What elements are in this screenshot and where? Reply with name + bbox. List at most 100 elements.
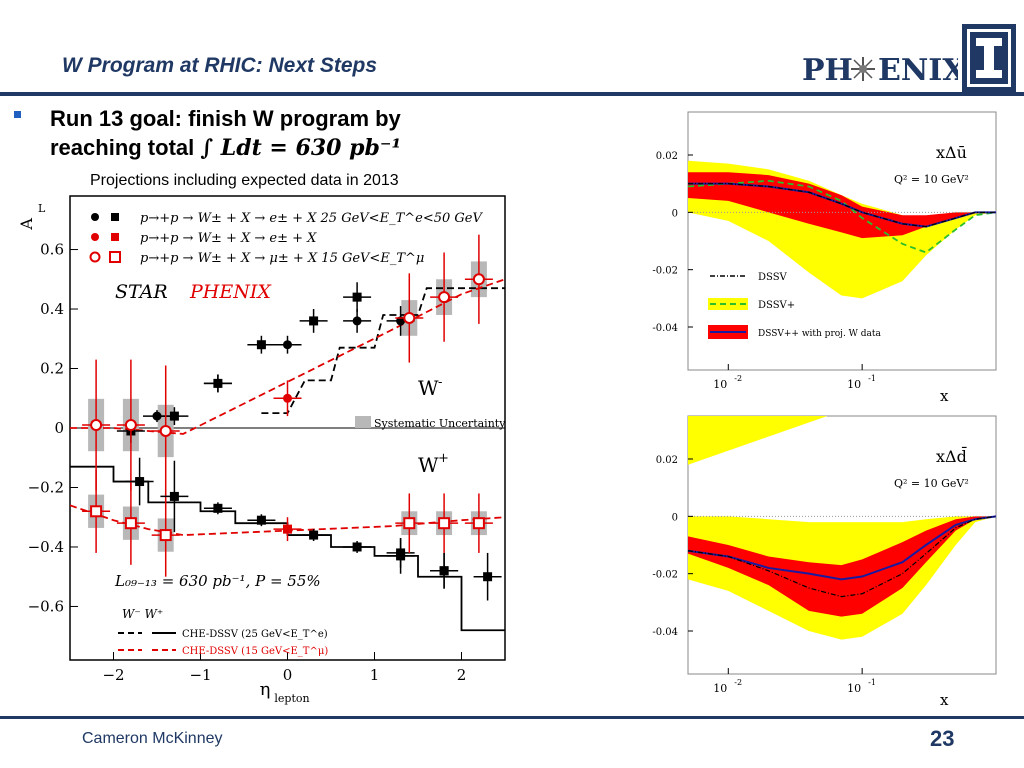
x-axis-label: x (940, 387, 949, 405)
projection-note: Projections including expected data in 2… (90, 172, 399, 189)
legend-marker (111, 233, 119, 241)
y-tick-label: 0 (54, 419, 64, 437)
x-tick-label: 10 (713, 378, 727, 391)
phenix-star-icon (851, 57, 875, 81)
y-tick-label: -0.04 (652, 323, 678, 334)
data-point (472, 517, 485, 530)
xdelta-ubar-chart: 0.02 0 -0.02 -0.04 10 -2 10 -1 x xΔū Q² = 10 GeV² D… (652, 111, 997, 405)
q2-label: Q² = 10 GeV² (894, 477, 969, 490)
x-tick-label: 10 (847, 378, 861, 391)
w-minus-label: W (418, 376, 439, 400)
x-tick-label: 10 (847, 682, 861, 695)
x-axis-label: η (260, 679, 271, 700)
data-point (90, 419, 103, 432)
syst-legend-box (355, 416, 371, 428)
legend-marker (91, 233, 99, 241)
dssv-curve (687, 515, 997, 598)
y-tick-label: 0 (672, 512, 678, 523)
y-axis-label: A (17, 218, 36, 231)
w-plus-label: W (418, 453, 439, 477)
luminosity-formula: ∫ Ldt = 630 pb⁻¹ (200, 135, 402, 161)
x-tick-label: 2 (457, 666, 467, 684)
y-tick-label: 0.4 (40, 300, 64, 318)
x-tick-label: −2 (102, 666, 124, 684)
y-axis-label-sub: L (38, 202, 46, 215)
data-point (135, 477, 145, 487)
legend-entry: p→+p → W± + X → μ± + X 15 GeV<E_T^μ (140, 251, 424, 266)
theory-curve (261, 287, 505, 415)
bullet-icon (14, 111, 21, 118)
q2-label: Q² = 10 GeV² (894, 173, 969, 186)
data-point (396, 551, 406, 561)
data-point (403, 311, 416, 324)
yellow-band-upper (688, 416, 828, 465)
data-point (309, 530, 319, 540)
data-point (438, 291, 451, 304)
y-tick-label: −0.4 (28, 538, 64, 556)
asymmetry-chart: 0.6 0.4 0.2 0 −0.2 −0.4 −0.6 −2 −1 0 1 2 ALη lepton p→… (17, 195, 506, 705)
presenter-name: Cameron McKinney (82, 730, 223, 747)
x-tick-label: −1 (189, 666, 211, 684)
y-tick-label: 0.02 (656, 151, 678, 162)
star-label: STAR (115, 281, 168, 303)
y-tick-label: 0 (672, 208, 678, 219)
phenix-logo: PH ENIX (800, 45, 966, 91)
logo-text-left: PH (802, 53, 853, 88)
legend-marker (111, 213, 119, 221)
data-point (159, 529, 172, 542)
curve-legend-header: W⁻ W⁺ (122, 607, 163, 621)
data-point (256, 515, 266, 525)
footer-divider (0, 716, 1024, 719)
x-axis-label-sub: lepton (274, 692, 309, 705)
bullet-text-line1: Run 13 goal: finish W program by (50, 106, 401, 131)
data-point (309, 316, 319, 326)
x-tick-label: 1 (370, 666, 380, 684)
data-point (352, 292, 362, 302)
slide-title: W Program at RHIC: Next Steps (62, 54, 378, 77)
data-point (169, 491, 179, 501)
data-point (124, 517, 137, 530)
logo-text-right: ENIX (878, 53, 958, 88)
x-tick-exponent: -1 (868, 678, 876, 687)
y-tick-label: −0.6 (28, 597, 64, 615)
luminosity-label: L₀₉₋₁₃ = 630 pb⁻¹, P = 55% (114, 572, 321, 590)
xdelta-dbar-chart: 0.02 0 -0.02 -0.04 10 -2 10 -1 x xΔd̄ Q² = 10 GeV² (652, 415, 997, 709)
legend-entry: p→+p → W± + X → e± + X 25 GeV<E_T^e<50 G… (140, 211, 483, 226)
data-point (438, 517, 451, 530)
legend-marker (91, 213, 99, 221)
w-plus-sup: + (438, 451, 449, 466)
panel-quantity-label: xΔd̄ (936, 445, 967, 466)
w-minus-sup: - (438, 375, 442, 390)
data-point (352, 316, 362, 326)
y-tick-label: −0.2 (28, 478, 64, 496)
phenix-label: PHENIX (189, 281, 272, 303)
y-tick-label: 0.02 (656, 455, 678, 466)
y-tick-label: -0.02 (652, 266, 678, 277)
dssv-curve (688, 183, 996, 228)
x-axis-label: x (940, 691, 949, 709)
legend-entry: DSSV (758, 272, 788, 283)
data-point (283, 393, 292, 403)
data-point (169, 411, 179, 421)
y-tick-label: -0.02 (652, 570, 678, 581)
data-point (483, 572, 493, 582)
bullet-text-line2: reaching total ∫ Ldt = 630 pb⁻¹ (50, 135, 401, 161)
legend-entry: p→+p → W± + X → e± + X (140, 231, 317, 246)
legend-entry: DSSV+ (758, 300, 795, 311)
phenix-logo-graphic: PH ENIX (802, 53, 966, 88)
x-tick-label: 0 (283, 666, 293, 684)
y-tick-label: -0.04 (652, 627, 678, 638)
syst-legend-label: Systematic Uncertainty (374, 417, 506, 430)
data-point (403, 517, 416, 530)
data-point (213, 503, 223, 513)
data-point (152, 411, 162, 421)
x-tick-exponent: -2 (734, 678, 742, 687)
header-divider (0, 92, 1024, 96)
panel-quantity-label: xΔū (936, 143, 967, 162)
curve-legend-entry: CHE-DSSV (15 GeV<E_T^μ) (182, 646, 328, 657)
legend-entry: DSSV++ with proj. W data (758, 329, 882, 339)
page-number: 23 (930, 726, 955, 751)
curve-legend-entry: CHE-DSSV (25 GeV<E_T^e) (182, 629, 328, 640)
bullet-text-prefix: reaching total (50, 135, 201, 160)
data-point (90, 505, 103, 518)
